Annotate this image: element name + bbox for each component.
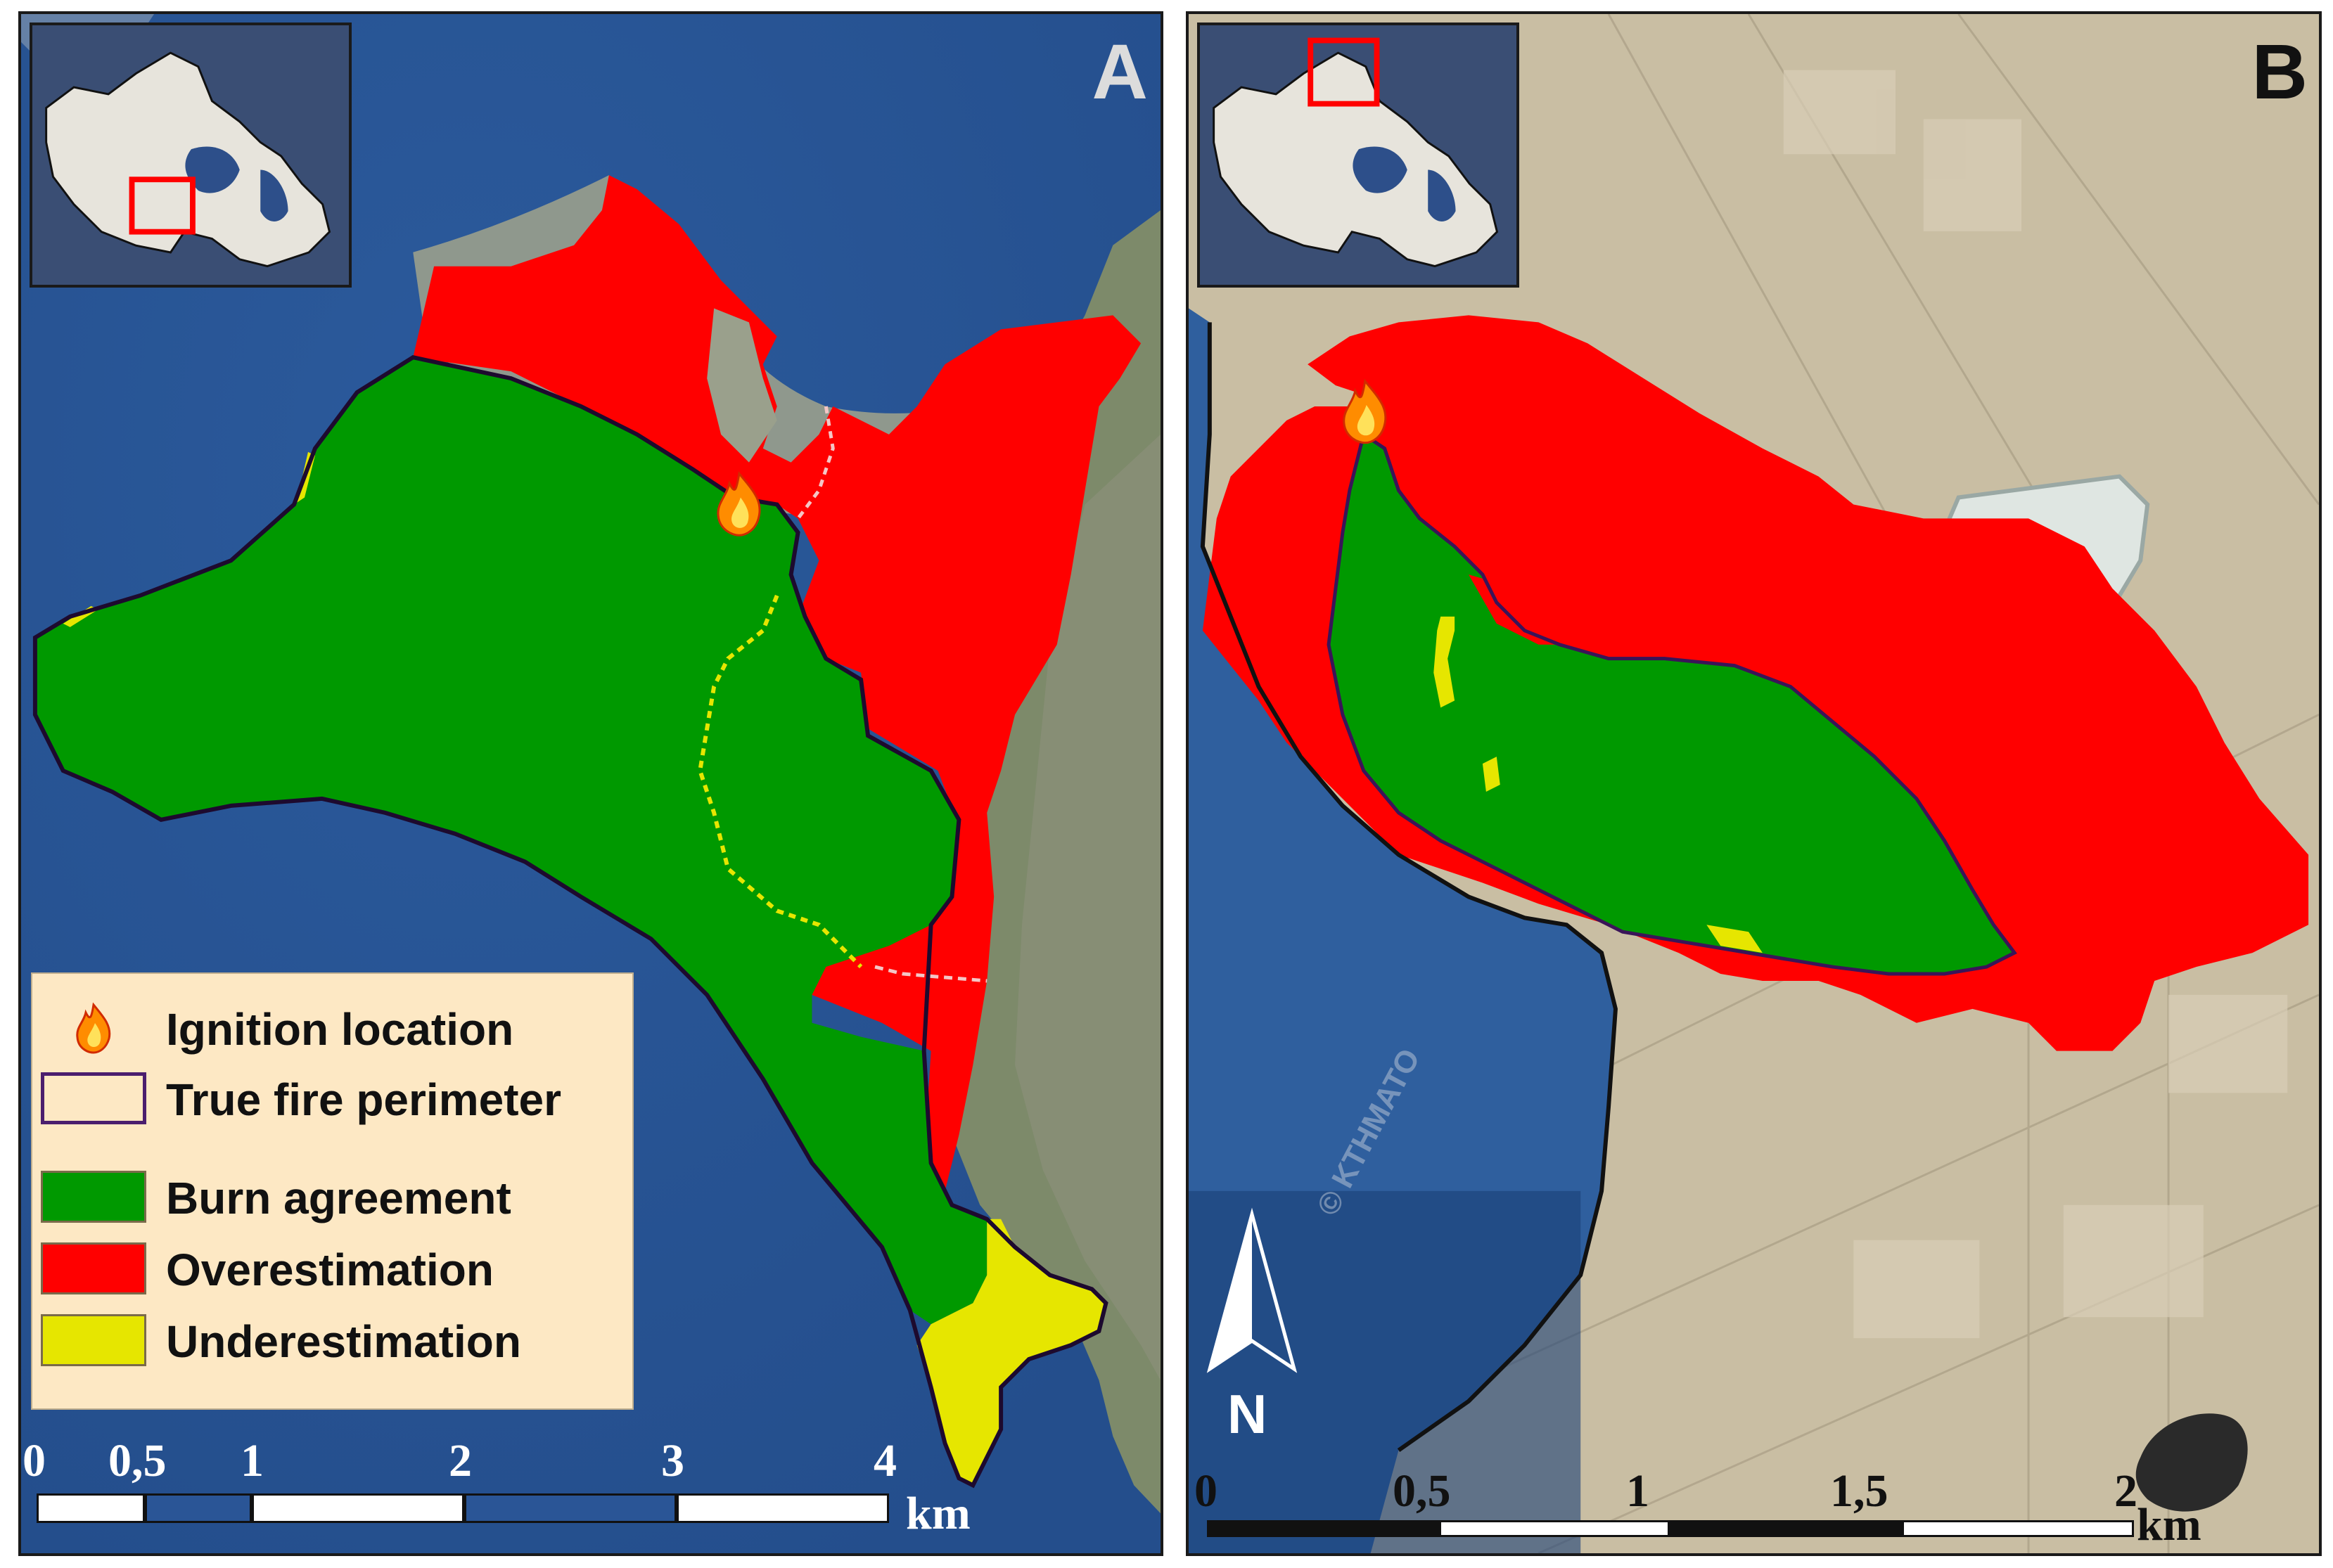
scalebar-b-tick-1: 0,5: [1393, 1465, 1451, 1517]
scalebar-a-tick-5: 4: [874, 1435, 897, 1486]
burn-agreement-region-a: [34, 357, 987, 1325]
underestimation-swatch: [41, 1314, 146, 1366]
flame-icon: [76, 1002, 111, 1054]
scalebar-a-tick-2: 1: [241, 1435, 264, 1486]
legend-label-ignition: Ignition location: [166, 1004, 514, 1055]
flame-icon: [1343, 378, 1387, 444]
scalebar-b-tick-2: 1: [1626, 1465, 1649, 1517]
flame-icon: [717, 471, 761, 536]
dark-blot: [2135, 1413, 2248, 1512]
scalebar-a-tick-0: 0: [23, 1435, 46, 1486]
panel-b-map: © KTHMATO B N 0 0,5 1 1,5 2 km: [1186, 11, 2322, 1556]
underestimation-region-a: [916, 1219, 1106, 1486]
panel-b-satellite: [1189, 14, 2319, 1553]
burn-agreement-swatch: [41, 1171, 146, 1223]
locator-box-b: [1308, 37, 1380, 107]
north-arrow-label: N: [1227, 1383, 1267, 1445]
legend-label-underestimation: Underestimation: [166, 1316, 521, 1367]
true-fire-perimeter-a: [32, 355, 1108, 1489]
locator-box-a: [129, 176, 196, 235]
north-arrow-icon: [1206, 1207, 1298, 1373]
panel-label-a: A: [1092, 29, 1148, 115]
true-fire-perimeter-b: [1327, 431, 2017, 976]
scalebar-a-unit: km: [906, 1488, 971, 1539]
map-legend: Ignition location True fire perimeter Bu…: [31, 972, 634, 1410]
burn-agreement-region-b: [1329, 434, 2015, 975]
perimeter-swatch: [41, 1072, 146, 1124]
legend-label-overestimation: Overestimation: [166, 1245, 494, 1295]
panel-label-b: B: [2251, 29, 2308, 115]
overestimation-swatch: [41, 1242, 146, 1294]
underestimation-region-b: [1433, 616, 1763, 953]
scalebar-b-tick-0: 0: [1194, 1465, 1217, 1517]
scalebar-a-tick-4: 3: [661, 1435, 684, 1486]
locator-inset-b: [1197, 23, 1519, 288]
overestimation-region-a: [413, 175, 1142, 1191]
scalebar-b-tick-4: 2: [2114, 1465, 2137, 1517]
locator-inset-a: [30, 23, 352, 288]
scalebar-a-tick-1: 0,5: [108, 1435, 167, 1486]
scalebar-b-unit: km: [2137, 1499, 2201, 1550]
scalebar-a-tick-3: 2: [449, 1435, 472, 1486]
scalebar-b-tick-3: 1,5: [1830, 1465, 1888, 1517]
legend-label-perimeter: True fire perimeter: [166, 1074, 561, 1125]
panel-a-map: A Ignition location True fire perimeter: [18, 11, 1163, 1556]
legend-label-burn-agreement: Burn agreement: [166, 1173, 511, 1223]
